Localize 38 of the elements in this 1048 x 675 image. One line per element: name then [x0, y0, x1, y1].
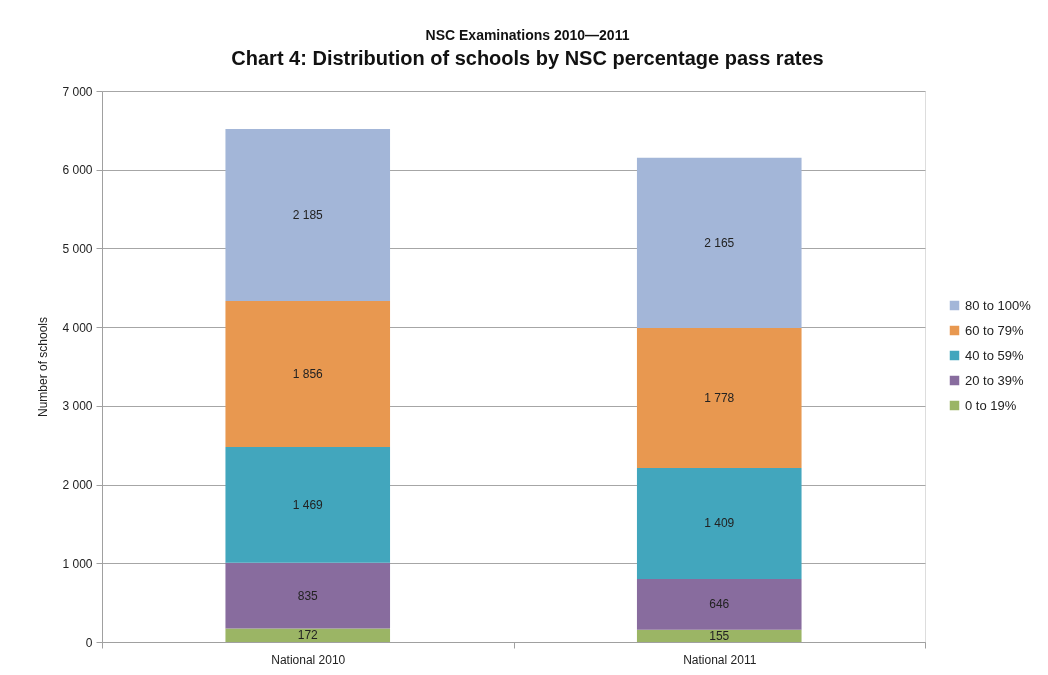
bar: [636, 468, 802, 579]
data-label: 1 778: [704, 391, 735, 406]
y-tick-label: 4 000: [62, 320, 93, 335]
bar: [225, 447, 391, 563]
y-tick-label: 1 000: [62, 556, 93, 571]
bar: [225, 129, 391, 302]
legend-label: 40 to 59%: [965, 347, 1024, 363]
legend-label: 0 to 19%: [965, 397, 1017, 413]
bar: [636, 578, 802, 630]
y-tick-label: 6 000: [62, 163, 93, 178]
chart-title: NSC Examinations 2010—2011: [425, 27, 630, 43]
bar: [225, 301, 391, 448]
y-tick-label: 2 000: [62, 478, 93, 493]
chart-subtitle: Chart 4: Distribution of schools by NSC percentage pass rates: [231, 47, 824, 69]
bar: [636, 157, 802, 329]
bar: [636, 328, 802, 469]
data-label: 1 409: [704, 516, 735, 531]
bar: [225, 628, 391, 642]
data-label: 646: [709, 597, 730, 612]
legend-label: 60 to 79%: [965, 322, 1024, 338]
y-tick-label: 0: [85, 635, 93, 650]
x-tick-label: National 2011: [683, 652, 757, 667]
bar: [225, 562, 391, 629]
data-label: 1 856: [292, 367, 324, 382]
data-label: 172: [297, 628, 319, 643]
legend-label: 80 to 100%: [965, 297, 1032, 313]
x-tick-label: National 2010: [271, 652, 346, 667]
y-axis-title: Number of schools: [36, 316, 51, 418]
data-label: 155: [709, 628, 730, 643]
y-tick-label: 3 000: [62, 399, 93, 414]
data-label: 2 165: [704, 235, 735, 250]
legend-label: 20 to 39%: [965, 372, 1024, 388]
y-tick-label: 7 000: [62, 84, 93, 99]
data-label: 835: [297, 588, 319, 603]
data-label: 1 469: [292, 497, 324, 512]
bar: [636, 629, 802, 642]
data-label: 2 185: [292, 208, 324, 223]
y-tick-label: 5 000: [62, 241, 93, 256]
